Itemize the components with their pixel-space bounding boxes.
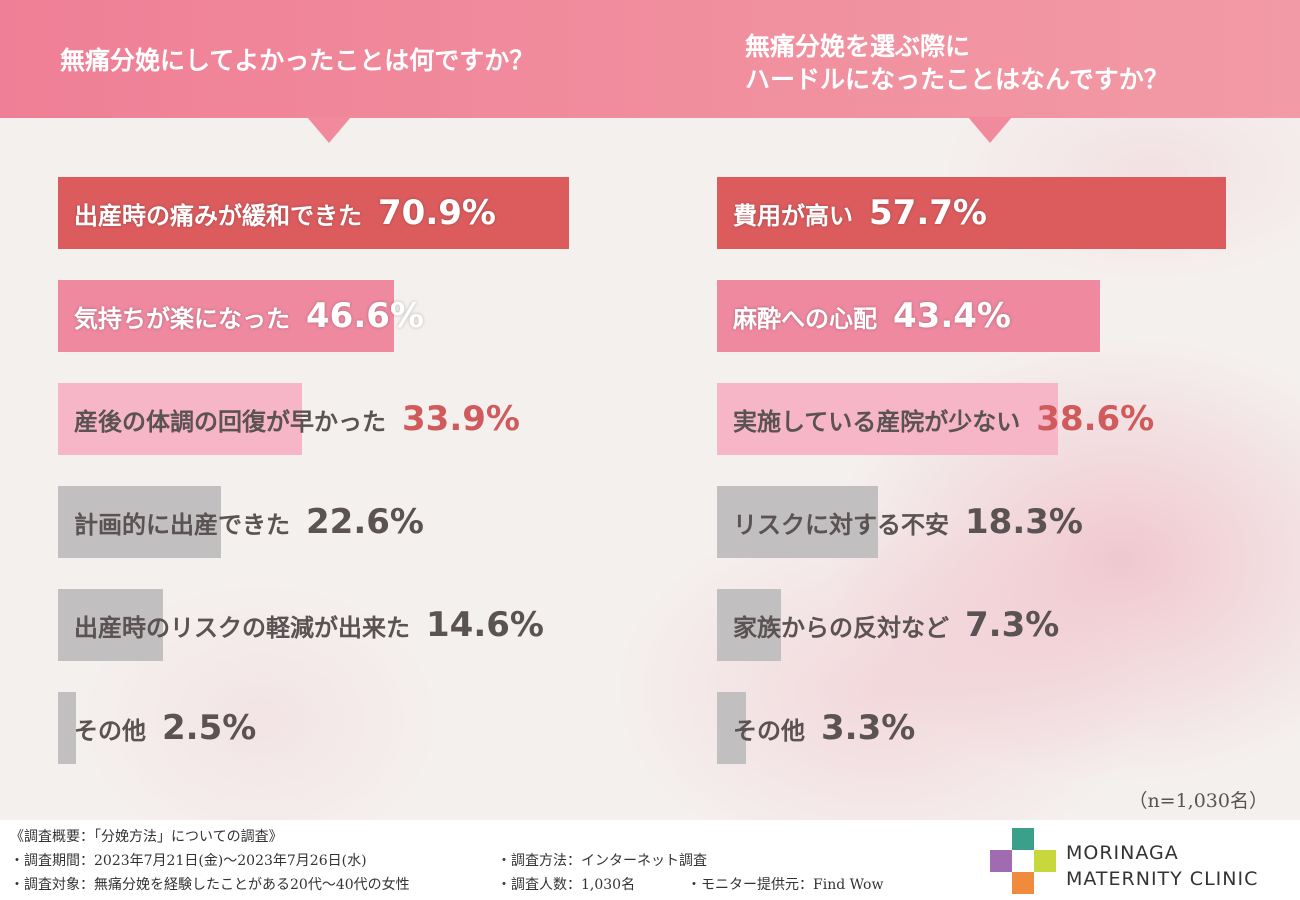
logo-text-line1: MORINAGA <box>1066 842 1179 864</box>
bar-label: 家族からの反対など 7.3% <box>733 589 1059 661</box>
bar-label: 産後の体調の回復が早かった 33.9% <box>74 383 520 455</box>
logo-block-top <box>1012 828 1034 850</box>
category-label: その他 <box>74 717 146 745</box>
right-question-pointer <box>968 117 1012 143</box>
category-label: 計画的に出産できた <box>74 511 290 539</box>
right-question-title: 無痛分娩を選ぶ際に ハードルになったことはなんですか？ <box>745 32 1169 94</box>
value-label: 38.6% <box>1036 399 1155 439</box>
category-label: 麻酔への心配 <box>733 305 877 333</box>
survey-count: ・調査人数：1,030名 <box>497 877 636 893</box>
bar-label: 麻酔への心配 43.4% <box>733 280 1011 352</box>
value-label: 18.3% <box>965 502 1083 542</box>
left-question-pointer <box>307 117 351 143</box>
category-label: 産後の体調の回復が早かった <box>74 408 386 436</box>
survey-target: ・調査対象：無痛分娩を経験したことがある20代〜40代の女性 <box>10 877 410 893</box>
bar-label: リスクに対する不安 18.3% <box>733 486 1083 558</box>
bar <box>58 177 569 249</box>
value-label: 14.6% <box>426 605 544 645</box>
category-label: 出産時のリスクの軽減が出来た <box>74 614 410 642</box>
value-label: 7.3% <box>965 605 1060 645</box>
bar <box>717 177 1226 249</box>
bar <box>717 383 1058 455</box>
bar-label: その他 3.3% <box>733 692 915 764</box>
survey-summary-title: 《調査概要：「分娩方法」についての調査》 <box>10 829 283 845</box>
footer: 《調査概要：「分娩方法」についての調査》 ・調査期間：2023年7月21日(金)… <box>0 820 1300 900</box>
value-label: 43.4% <box>893 296 1011 336</box>
bar-label: 出産時のリスクの軽減が出来た 14.6% <box>74 589 544 661</box>
category-label: 実施している産院が少ない <box>733 408 1021 436</box>
survey-method: ・調査方法：インターネット調査 <box>497 853 707 869</box>
value-label: 22.6% <box>306 502 424 542</box>
logo-block-right <box>1034 850 1056 872</box>
bar <box>58 486 221 558</box>
survey-period: ・調査期間：2023年7月21日(金)〜2023年7月26日(水) <box>10 853 367 869</box>
bar <box>58 589 164 661</box>
bar-label: その他 2.5% <box>74 692 256 764</box>
bar <box>717 280 1100 352</box>
bar <box>717 486 879 558</box>
logo-block-bottom <box>1012 872 1034 894</box>
bar-label: 気持ちが楽になった 46.6% <box>74 280 424 352</box>
bar-label: 費用が高い 57.7% <box>733 177 987 249</box>
value-label: 57.7% <box>869 193 987 233</box>
clinic-logo-icon <box>990 828 1056 894</box>
category-label: 気持ちが楽になった <box>74 305 290 333</box>
bar <box>58 383 303 455</box>
header-banner <box>0 0 1300 118</box>
category-label: その他 <box>733 717 805 745</box>
monitor-provider: ・モニター提供元：Find Wow <box>687 877 884 893</box>
value-label: 46.6% <box>306 296 424 336</box>
value-label: 33.9% <box>402 399 520 439</box>
bar <box>58 692 77 764</box>
bar-label: 実施している産院が少ない 38.6% <box>733 383 1154 455</box>
bar <box>717 589 782 661</box>
value-label: 70.9% <box>378 193 496 233</box>
bar <box>58 280 394 352</box>
value-label: 2.5% <box>162 708 257 748</box>
bar-label: 計画的に出産できた 22.6% <box>74 486 424 558</box>
logo-block-left <box>990 850 1012 872</box>
category-label: リスクに対する不安 <box>733 511 949 539</box>
left-question-title: 無痛分娩にしてよかったことは何ですか？ <box>60 46 535 75</box>
bar <box>717 692 747 764</box>
category-label: 費用が高い <box>733 202 853 230</box>
sample-size-note: （n=1,030名） <box>1128 790 1268 812</box>
logo-text-line2: MATERNITY CLINIC <box>1066 868 1259 890</box>
category-label: 出産時の痛みが緩和できた <box>74 202 362 230</box>
logo-block-center <box>1012 850 1034 872</box>
category-label: 家族からの反対など <box>733 614 949 642</box>
bar-label: 出産時の痛みが緩和できた 70.9% <box>74 177 496 249</box>
value-label: 3.3% <box>821 708 916 748</box>
